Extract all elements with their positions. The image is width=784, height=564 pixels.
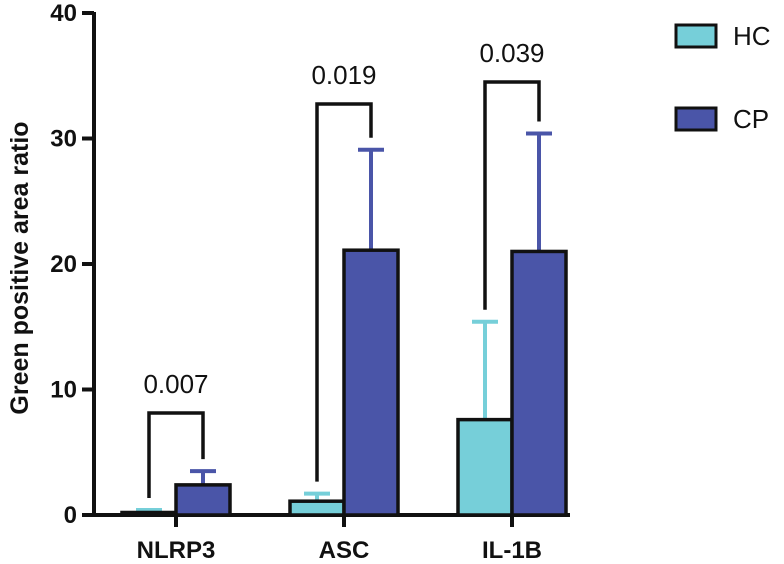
y-axis-title: Green positive area ratio	[6, 121, 34, 414]
y-tick-label: 40	[50, 0, 77, 27]
bar-hc	[288, 499, 346, 517]
bar-hc	[456, 417, 514, 517]
x-tick-label: NLRP3	[137, 537, 216, 564]
significance-brackets: 0.007 0.019 0.039	[143, 38, 545, 498]
bar-cp	[510, 249, 568, 517]
bar-hc	[120, 510, 178, 517]
bar-cp	[174, 483, 232, 517]
legend: HC CP	[674, 21, 771, 134]
p-value-label: 0.039	[479, 38, 544, 68]
x-tick-label: IL-1B	[482, 537, 542, 564]
y-tick-label: 10	[50, 377, 77, 404]
p-value-label: 0.007	[143, 369, 208, 399]
significance-bracket	[315, 102, 373, 482]
legend-swatch-hc	[674, 23, 718, 49]
y-tick-label: 20	[50, 251, 77, 278]
legend-label-cp: CP	[733, 104, 769, 134]
bars	[120, 131, 568, 517]
legend-label-hc: HC	[733, 21, 771, 51]
y-tick-label: 0	[64, 502, 77, 529]
y-tick-label: 30	[50, 126, 77, 153]
legend-swatch-cp	[674, 106, 718, 132]
significance-bracket	[147, 411, 205, 498]
significance-bracket	[483, 80, 541, 310]
p-value-label: 0.019	[311, 60, 376, 90]
x-tick-label: ASC	[319, 537, 370, 564]
bar-cp	[342, 248, 400, 517]
